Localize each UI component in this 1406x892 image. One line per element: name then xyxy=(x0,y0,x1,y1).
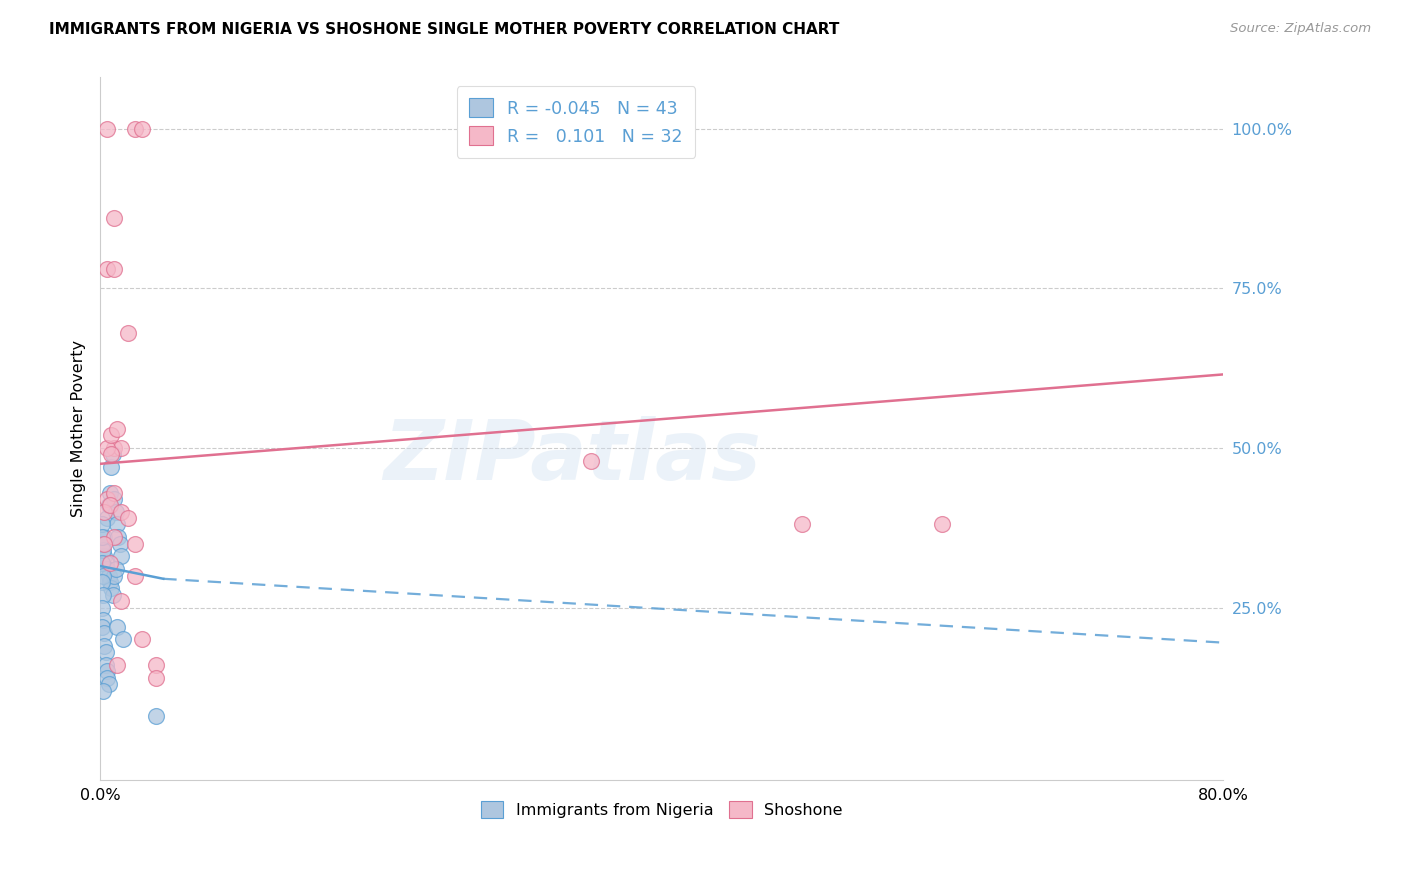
Point xyxy=(93,505,115,519)
Point xyxy=(131,121,153,136)
Point xyxy=(103,262,125,277)
Point xyxy=(105,517,128,532)
Point xyxy=(107,530,129,544)
Point xyxy=(96,491,118,506)
Point xyxy=(100,582,122,596)
Point xyxy=(98,574,121,589)
Point xyxy=(101,447,124,461)
Y-axis label: Single Mother Poverty: Single Mother Poverty xyxy=(72,340,86,517)
Point xyxy=(108,536,131,550)
Point xyxy=(110,441,132,455)
Point xyxy=(105,422,128,436)
Text: Source: ZipAtlas.com: Source: ZipAtlas.com xyxy=(1230,22,1371,36)
Point xyxy=(96,671,118,685)
Point xyxy=(91,543,114,558)
Point xyxy=(145,709,167,723)
Point xyxy=(90,600,112,615)
Point xyxy=(110,549,132,564)
Point xyxy=(98,485,121,500)
Point xyxy=(103,441,125,455)
Point xyxy=(110,505,132,519)
Point xyxy=(90,517,112,532)
Legend: Immigrants from Nigeria, Shoshone: Immigrants from Nigeria, Shoshone xyxy=(474,795,849,825)
Point xyxy=(124,536,146,550)
Text: ZIPatlas: ZIPatlas xyxy=(382,417,761,498)
Point xyxy=(111,632,134,647)
Point xyxy=(105,658,128,673)
Point xyxy=(96,562,118,576)
Point xyxy=(103,491,125,506)
Point xyxy=(93,626,115,640)
Point xyxy=(93,639,115,653)
Point xyxy=(124,121,146,136)
Point xyxy=(90,620,112,634)
Point xyxy=(104,505,127,519)
Point xyxy=(96,262,118,277)
Point xyxy=(96,511,118,525)
Point xyxy=(93,530,115,544)
Point xyxy=(581,453,603,467)
Point xyxy=(105,620,128,634)
Point xyxy=(94,556,117,570)
Point xyxy=(103,485,125,500)
Point xyxy=(97,677,120,691)
Point xyxy=(97,568,120,582)
Point xyxy=(790,517,813,532)
Point xyxy=(96,665,118,679)
Point xyxy=(91,613,114,627)
Point xyxy=(931,517,953,532)
Point xyxy=(93,549,115,564)
Point xyxy=(104,562,127,576)
Point xyxy=(131,632,153,647)
Point xyxy=(94,658,117,673)
Point xyxy=(103,530,125,544)
Point xyxy=(90,574,112,589)
Point xyxy=(98,499,121,513)
Point xyxy=(91,568,114,582)
Point xyxy=(145,658,167,673)
Point xyxy=(100,428,122,442)
Point xyxy=(110,594,132,608)
Point xyxy=(124,568,146,582)
Point xyxy=(96,121,118,136)
Point xyxy=(98,556,121,570)
Text: IMMIGRANTS FROM NIGERIA VS SHOSHONE SINGLE MOTHER POVERTY CORRELATION CHART: IMMIGRANTS FROM NIGERIA VS SHOSHONE SING… xyxy=(49,22,839,37)
Point xyxy=(90,536,112,550)
Point xyxy=(117,511,139,525)
Point xyxy=(90,556,112,570)
Point xyxy=(91,683,114,698)
Point xyxy=(97,499,120,513)
Point xyxy=(94,645,117,659)
Point xyxy=(145,671,167,685)
Point xyxy=(117,326,139,340)
Point xyxy=(100,460,122,475)
Point xyxy=(103,211,125,225)
Point xyxy=(93,536,115,550)
Point xyxy=(90,530,112,544)
Point xyxy=(101,588,124,602)
Point xyxy=(100,447,122,461)
Point xyxy=(103,568,125,582)
Point xyxy=(96,441,118,455)
Point xyxy=(91,588,114,602)
